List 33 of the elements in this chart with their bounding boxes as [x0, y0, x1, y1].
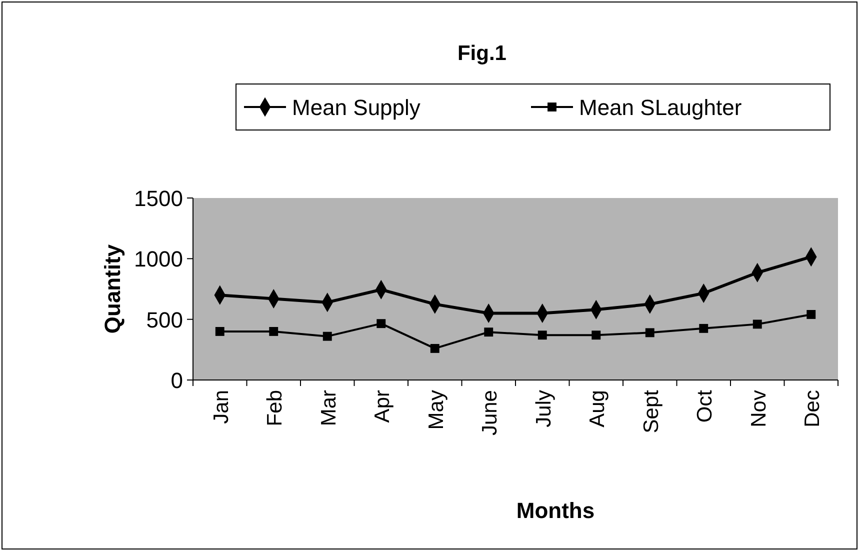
point [269, 326, 278, 336]
point [699, 324, 708, 333]
point [430, 344, 440, 353]
x-tick-label: June [478, 390, 502, 436]
y-tick-label: 1500 [134, 186, 183, 211]
legend-label: Mean Supply [292, 95, 420, 120]
point [322, 332, 332, 341]
point [806, 310, 816, 319]
point [752, 320, 762, 329]
chart-title: Fig.1 [457, 42, 507, 65]
x-tick-label: July [532, 390, 556, 428]
point [215, 326, 224, 336]
y-tick-label: 1000 [134, 246, 183, 272]
point [645, 328, 654, 338]
point [484, 328, 494, 337]
point [538, 330, 547, 340]
x-axis-title: Months [516, 498, 595, 523]
legend-label: Mean SLaughter [579, 95, 742, 120]
x-tick-label: Dec [801, 390, 824, 428]
x-tick-label: Mar [317, 390, 340, 426]
x-tick-label: Aug [586, 390, 610, 428]
x-tick-label: Sept [640, 390, 663, 434]
point [376, 319, 386, 328]
point [592, 330, 601, 340]
x-tick-label: Apr [371, 390, 394, 423]
x-tick-label: Feb [264, 390, 287, 426]
y-tick-label: 500 [146, 307, 183, 332]
x-tick-label: Oct [694, 390, 717, 423]
y-axis-title: Quantity [100, 244, 125, 334]
x-tick-label: Nov [747, 390, 770, 428]
y-tick-label: 0 [170, 368, 183, 393]
x-tick-label: Jan [210, 390, 233, 424]
x-tick-label: May [424, 390, 448, 430]
